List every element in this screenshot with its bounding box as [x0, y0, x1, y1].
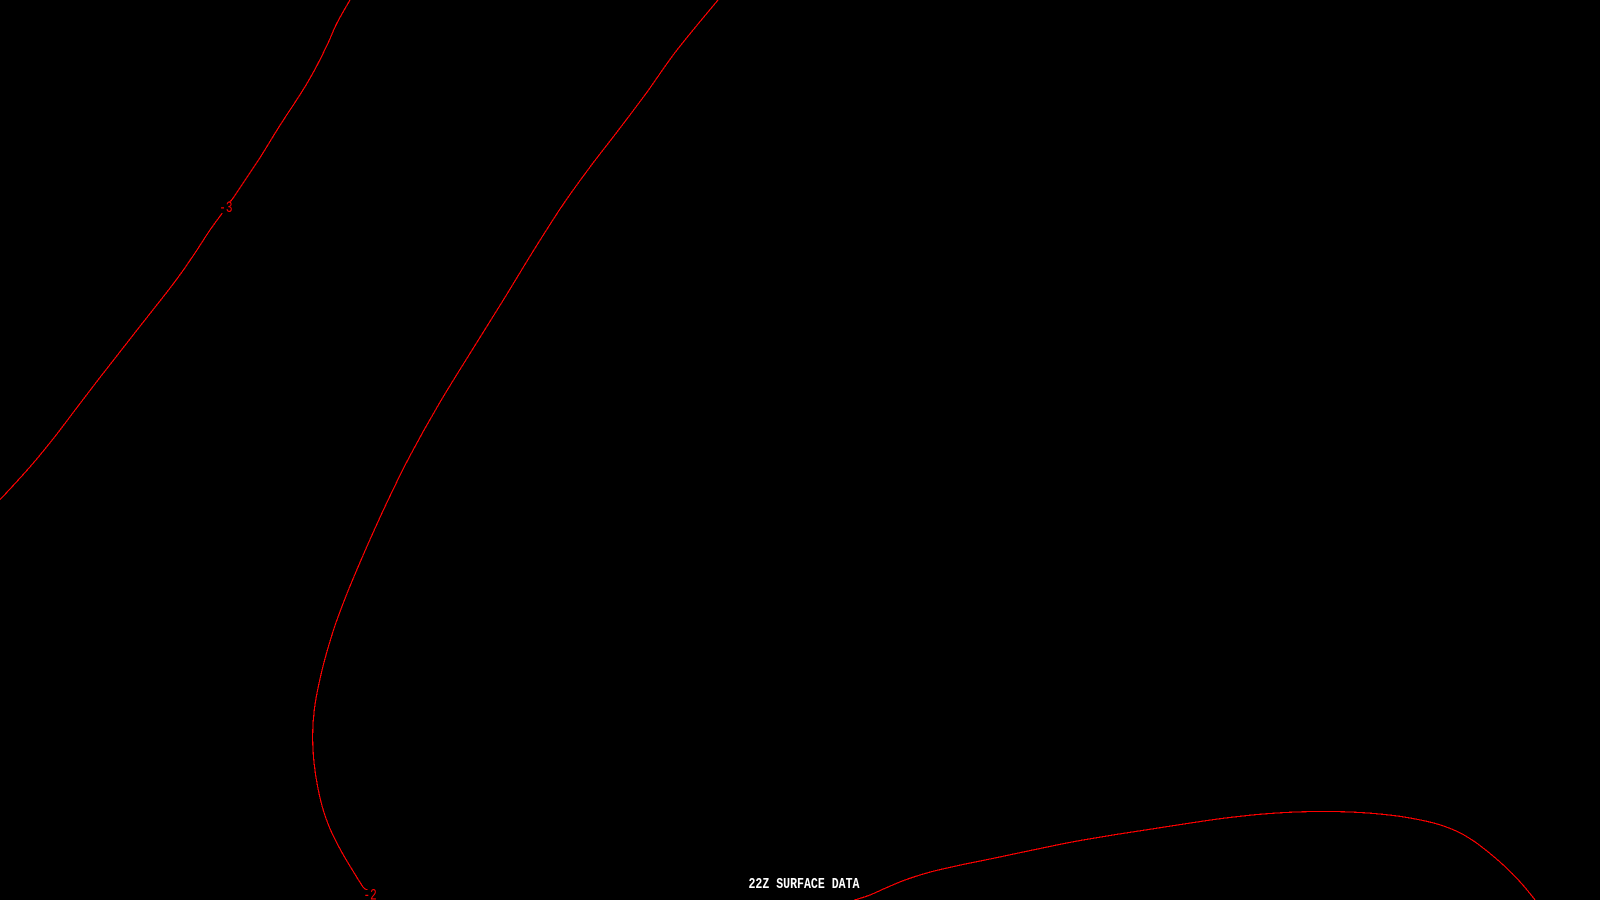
svg-text:-3: -3	[219, 199, 232, 217]
svg-text:22Z SURFACE DATA: 22Z SURFACE DATA	[749, 876, 860, 893]
svg-text:-2: -2	[364, 886, 377, 900]
